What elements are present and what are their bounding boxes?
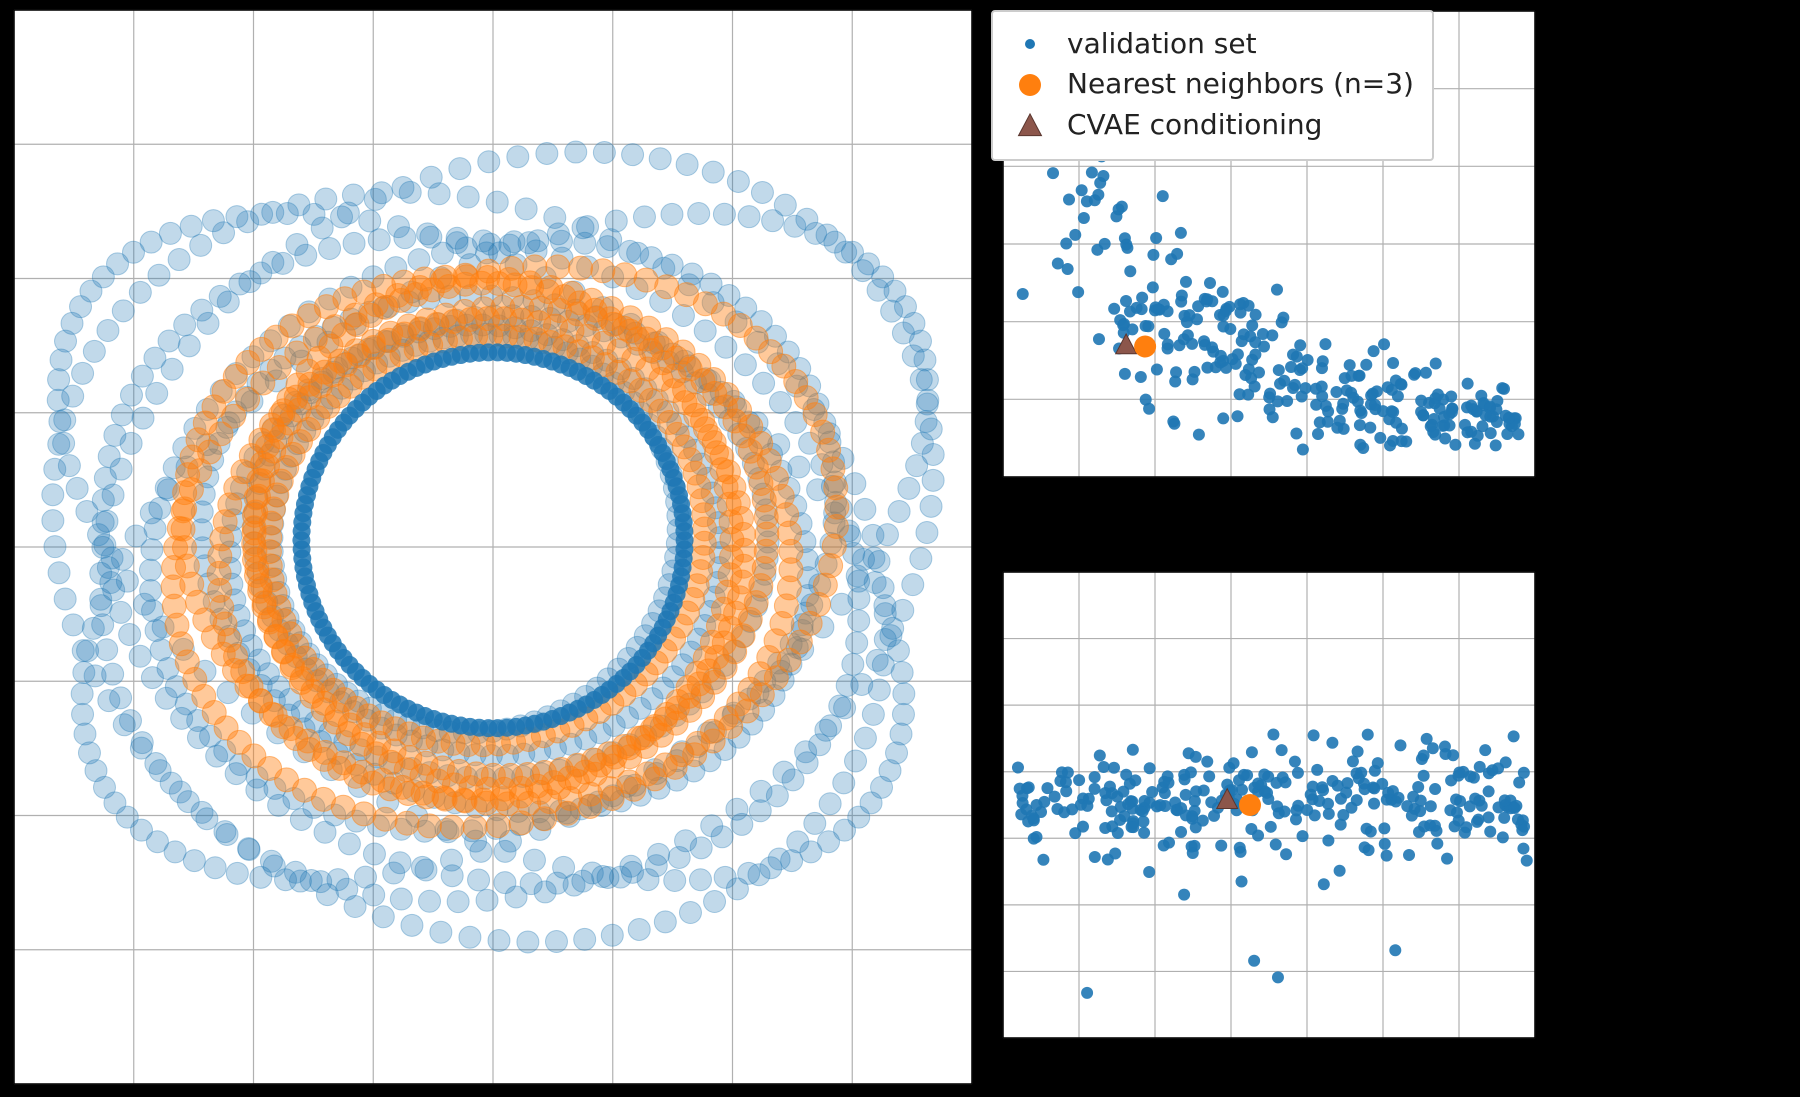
legend-swatch [1007, 110, 1053, 140]
main-panel [14, 10, 972, 1084]
legend-item: Nearest neighbors (n=3) [1007, 66, 1414, 102]
legend-label: validation set [1067, 26, 1257, 62]
legend-item: CVAE conditioning [1007, 107, 1414, 143]
legend-label: Nearest neighbors (n=3) [1067, 66, 1414, 102]
nearest-neighbor-marker [1134, 336, 1156, 358]
figure-root: validation set Nearest neighbors (n=3) CVA… [0, 0, 1800, 1097]
nearest-neighbor-marker [1239, 794, 1261, 816]
legend-swatch [1007, 29, 1053, 59]
panel-bottom-right [1003, 572, 1535, 1038]
legend-swatch [1007, 70, 1053, 100]
legend: validation set Nearest neighbors (n=3) CVA… [991, 10, 1434, 161]
figure-svg [0, 0, 1800, 1097]
legend-item: validation set [1007, 26, 1414, 62]
legend-label: CVAE conditioning [1067, 107, 1322, 143]
